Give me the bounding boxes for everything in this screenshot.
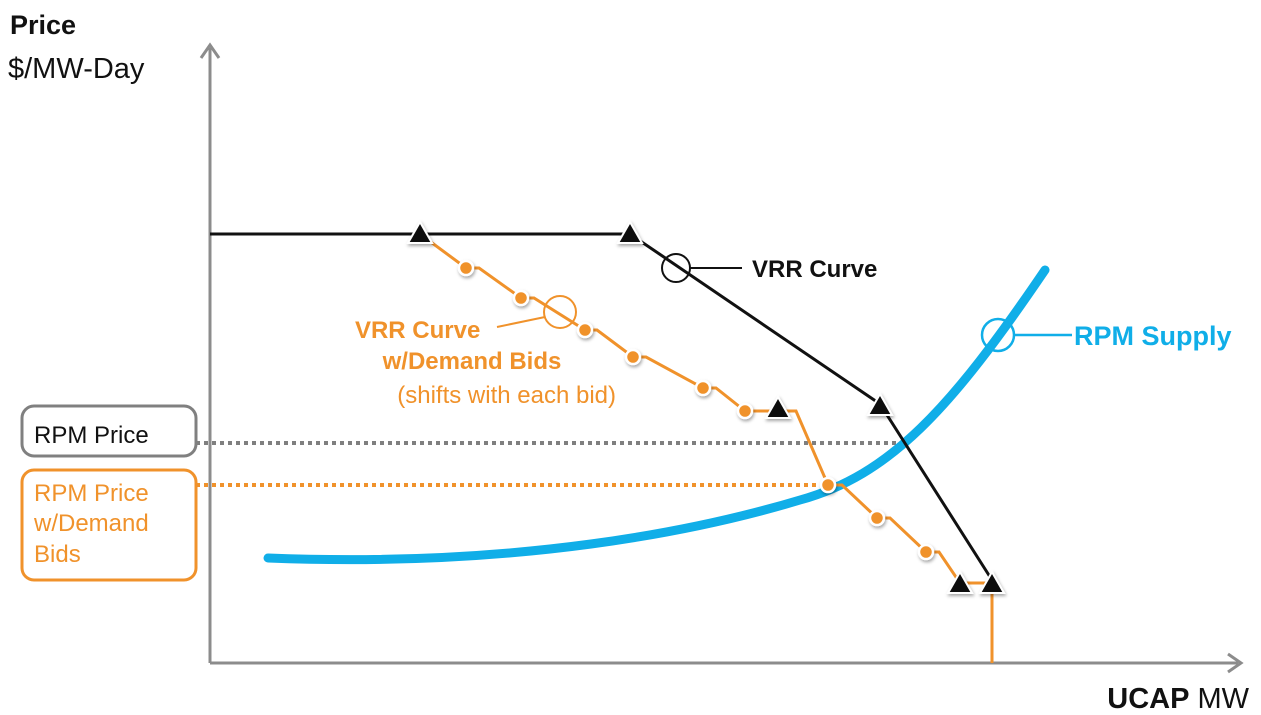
- y-axis-arrow: [199, 42, 221, 59]
- circle-icon: [543, 295, 577, 329]
- demand-label: VRR Curve w/Demand Bids (shifts with eac…: [355, 317, 616, 409]
- rpm-price-demand-label: RPM Price w/Demand Bids: [33, 480, 155, 568]
- x-axis-title: UCAP MW: [1107, 683, 1249, 715]
- demand-leader: [496, 316, 546, 328]
- triangle-icon: [866, 391, 894, 416]
- vrr-label: VRR Curve: [752, 256, 877, 283]
- dot-icon: [624, 348, 642, 366]
- triangle-icon: [616, 219, 644, 244]
- rpm-price-demand-line2: w/Demand: [33, 510, 149, 537]
- vertex-triangles: [406, 219, 1006, 594]
- y-axis-unit: $/MW-Day: [8, 53, 145, 85]
- x-axis-arrow: [1227, 652, 1244, 674]
- triangle-icon: [978, 569, 1006, 594]
- dot-icon: [868, 509, 886, 527]
- demand-callout: VRR Curve w/Demand Bids (shifts with eac…: [355, 295, 616, 409]
- dot-icon: [819, 476, 837, 494]
- vrr-curve: [210, 232, 994, 663]
- axes: [199, 42, 1244, 674]
- rpm-price-label: RPM Price: [34, 422, 149, 449]
- vrr-callout: VRR Curve: [661, 253, 877, 283]
- supply-callout: RPM Supply: [980, 317, 1232, 353]
- x-axis-unit: MW: [1197, 683, 1249, 715]
- circle-icon: [661, 253, 691, 283]
- demand-label-line2: w/Demand Bids: [382, 348, 562, 375]
- triangle-icon: [406, 219, 434, 244]
- rpm-price-demand-line1: RPM Price: [34, 480, 149, 507]
- demand-label-line1: VRR Curve: [355, 317, 480, 344]
- rpm-price-demand-line3: Bids: [34, 541, 81, 568]
- supply-label: RPM Supply: [1074, 321, 1232, 351]
- dot-icon: [512, 289, 530, 307]
- dot-icon: [694, 379, 712, 397]
- bid-dots: [457, 259, 935, 561]
- dot-icon: [576, 321, 594, 339]
- dot-icon: [457, 259, 475, 277]
- rpm-price-demand-box: [20, 468, 198, 582]
- vrr-demand-curve: [419, 232, 994, 663]
- rpm-price-box: [20, 404, 198, 458]
- y-axis-title: Price: [10, 10, 76, 40]
- demand-label-line3: (shifts with each bid): [397, 382, 616, 409]
- x-axis-title-bold: UCAP: [1107, 683, 1189, 715]
- dot-icon: [917, 543, 935, 561]
- triangle-icon: [764, 394, 792, 419]
- rpm-supply-curve: [263, 265, 1050, 565]
- triangle-icon: [946, 569, 974, 594]
- dot-icon: [736, 402, 754, 420]
